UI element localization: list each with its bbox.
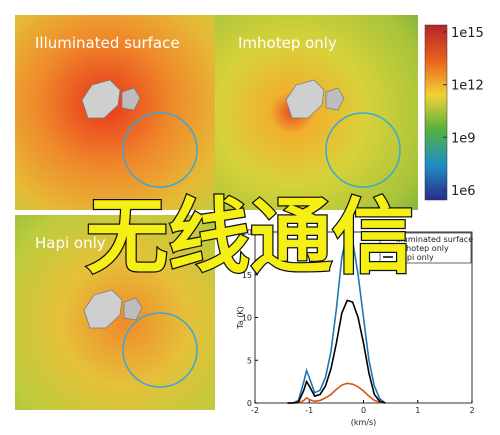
- x-tick-label: -1: [305, 406, 313, 415]
- colorbar-label: 1e6: [451, 184, 476, 199]
- panel-label: Hapi only: [35, 234, 106, 252]
- y-tick-label: 10: [242, 314, 252, 323]
- panel: Illuminated surface Imhotep only Hapi on…: [15, 15, 448, 410]
- overlay-text: 无线通信: [86, 190, 414, 285]
- panel-label: Imhotep only: [238, 34, 337, 52]
- colorbar-label: 1e12: [451, 79, 484, 94]
- y-tick-label: 20: [242, 228, 252, 237]
- y-tick-label: 15: [242, 271, 252, 280]
- x-tick-label: 0: [361, 406, 366, 415]
- legend-label: Hapi only: [396, 253, 434, 262]
- colorbar-label: 1e9: [451, 131, 476, 146]
- y-axis-label: Ta (K): [236, 306, 245, 330]
- legend-label: Illuminated surface: [396, 235, 473, 244]
- x-tick-label: 2: [469, 406, 474, 415]
- line: [287, 229, 386, 404]
- panel-label: Illuminated surface: [35, 34, 180, 52]
- line: [287, 382, 386, 404]
- circle: [325, 112, 401, 188]
- circle: [122, 312, 198, 388]
- legend: [379, 232, 472, 264]
- colorbar: [424, 24, 448, 201]
- heatmap: [215, 15, 418, 210]
- y-tick-label: 0: [247, 399, 252, 408]
- x-tick-label: -2: [251, 406, 259, 415]
- colorbar-label: 1e15: [451, 26, 484, 41]
- x-tick-label: 1: [415, 406, 420, 415]
- circle: [122, 112, 198, 188]
- legend-label: Imhotep only: [396, 244, 449, 253]
- y-tick-label: 5: [247, 356, 252, 365]
- x-axis-label: (km/s): [351, 418, 377, 427]
- heatmap: [15, 15, 215, 210]
- line: [287, 299, 386, 404]
